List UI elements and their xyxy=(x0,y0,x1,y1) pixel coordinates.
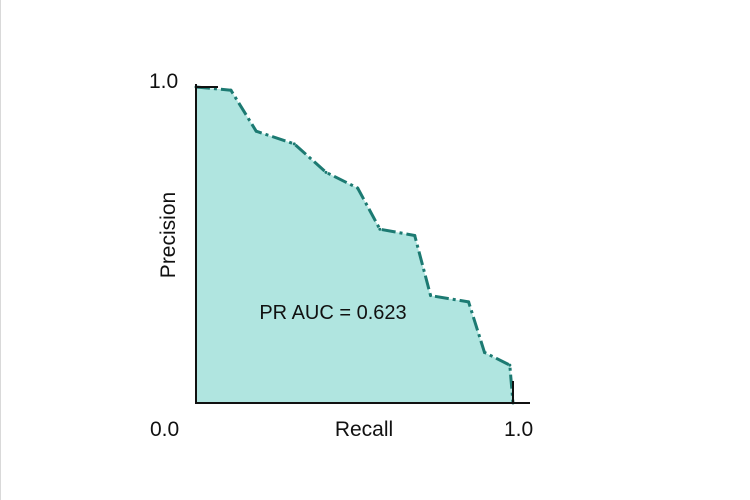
curve-point-2 xyxy=(254,129,258,133)
curve-point-5 xyxy=(356,186,360,190)
curve-point-8 xyxy=(429,294,433,298)
pr-auc-area xyxy=(196,87,513,403)
x-tick-label-max: 1.0 xyxy=(504,418,533,441)
frame-left-border xyxy=(0,0,1,500)
curve-point-11 xyxy=(508,363,512,367)
curve-point-3 xyxy=(292,142,296,146)
curve-point-1 xyxy=(229,88,233,92)
x-axis-title: Recall xyxy=(335,418,393,441)
x-tick-label-min: 0.0 xyxy=(150,418,179,441)
curve-point-9 xyxy=(467,300,471,304)
pr-auc-annotation: PR AUC = 0.623 xyxy=(259,302,406,324)
y-axis-title: Precision xyxy=(157,192,180,278)
curve-point-7 xyxy=(413,234,417,238)
curve-point-4 xyxy=(324,170,328,174)
y-tick-label-max: 1.0 xyxy=(149,70,178,93)
curve-point-10 xyxy=(482,350,486,354)
curve-point-6 xyxy=(378,227,382,231)
